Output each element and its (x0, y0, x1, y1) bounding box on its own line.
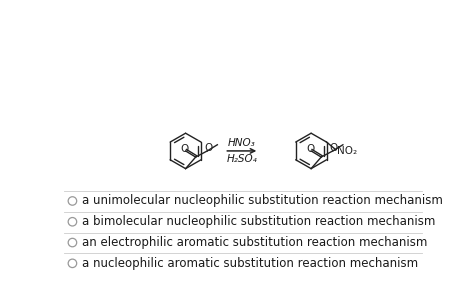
Text: a nucleophilic aromatic substitution reaction mechanism: a nucleophilic aromatic substitution rea… (82, 257, 419, 270)
Text: an electrophilic aromatic substitution reaction mechanism: an electrophilic aromatic substitution r… (82, 236, 428, 249)
Text: NO₂: NO₂ (337, 146, 357, 156)
Text: O: O (329, 143, 337, 153)
Text: a unimolecular nucleophilic substitution reaction mechanism: a unimolecular nucleophilic substitution… (82, 194, 443, 208)
Text: H₂SO₄: H₂SO₄ (227, 154, 257, 164)
Text: HNO₃: HNO₃ (228, 138, 255, 148)
Text: O: O (306, 144, 314, 154)
Text: O: O (204, 143, 212, 153)
Text: a bimolecular nucleophilic substitution reaction mechanism: a bimolecular nucleophilic substitution … (82, 215, 436, 228)
Text: O: O (181, 144, 189, 154)
